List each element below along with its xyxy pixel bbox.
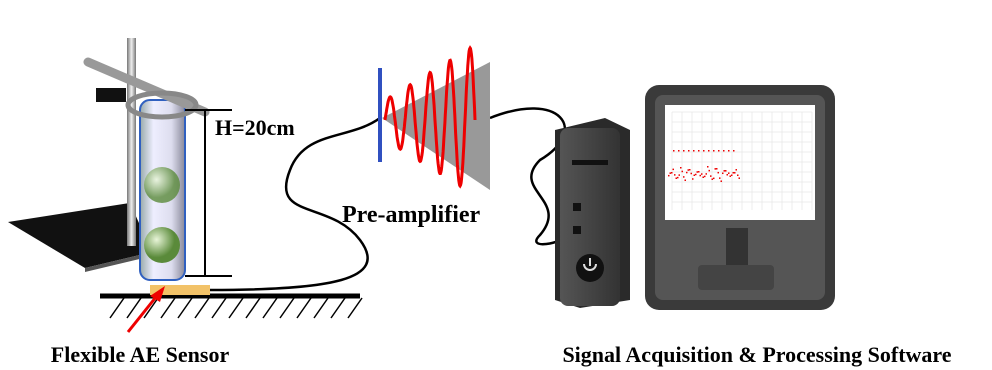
height-label: H=20cm — [215, 115, 295, 140]
screen-dot — [689, 169, 691, 171]
screen-dot — [718, 172, 720, 174]
screen-dot — [708, 150, 710, 152]
screen-dot — [715, 168, 717, 170]
hatch-line — [314, 298, 328, 318]
screen-dot — [733, 172, 735, 174]
screen-dot — [703, 176, 705, 178]
screen-dot — [723, 150, 725, 152]
screen-dot — [697, 171, 699, 173]
screen-dot — [674, 174, 676, 176]
hatch-line — [161, 298, 175, 318]
screen-dot — [722, 173, 724, 175]
ground — [100, 296, 362, 318]
screen-dot — [713, 150, 715, 152]
hatch-line — [229, 298, 243, 318]
screen-dot — [727, 174, 729, 176]
screen-dot — [734, 172, 736, 174]
screen-dot — [728, 172, 730, 174]
screen-dot — [704, 176, 706, 178]
hatch-line — [297, 298, 311, 318]
screen-dot — [679, 174, 681, 176]
screen-dot — [677, 177, 679, 179]
screen-dot — [710, 175, 712, 177]
screen-dot — [673, 150, 675, 152]
hatch-line — [246, 298, 260, 318]
screen-dot — [736, 169, 738, 171]
hatch-line — [110, 298, 124, 318]
screen-dot — [731, 174, 733, 176]
screen-dot — [670, 172, 672, 174]
screen-dot — [678, 150, 680, 152]
screen-dot — [671, 172, 673, 174]
tube — [140, 100, 185, 280]
hatch-line — [331, 298, 345, 318]
diagram: H=20cm Pre-amplifier Flexible AE Sensor … — [0, 0, 992, 370]
screen-dot — [682, 171, 684, 173]
screen-dot — [718, 150, 720, 152]
screen-dot — [701, 173, 703, 175]
screen-dot — [730, 175, 732, 177]
screen-dot — [691, 173, 693, 175]
screen-dot — [692, 178, 694, 180]
screen-dot — [695, 174, 697, 176]
screen-dot — [680, 167, 682, 169]
screen-dot — [725, 170, 727, 172]
screen-dot — [721, 180, 723, 182]
screen-dot — [673, 169, 675, 171]
screen-dot — [698, 150, 700, 152]
screen-dot — [719, 177, 721, 179]
screen-dot — [707, 166, 709, 168]
screen-dot — [739, 177, 741, 179]
hatch-line — [178, 298, 192, 318]
software-label: Signal Acquisition & Processing Software — [562, 342, 951, 367]
clamp-block — [96, 88, 126, 102]
screen-dot — [694, 174, 696, 176]
screen-dot — [685, 179, 687, 181]
screen-dot — [698, 171, 700, 173]
screen-dot — [683, 150, 685, 152]
screen-dot — [712, 178, 714, 180]
hatch-line — [348, 298, 362, 318]
screen-dot — [737, 175, 739, 177]
sensor-label: Flexible AE Sensor — [51, 342, 230, 367]
hatch-line — [280, 298, 294, 318]
screen-dot — [716, 168, 718, 170]
screen-dot — [728, 150, 730, 152]
stand-rod — [127, 38, 136, 246]
hatch-line — [263, 298, 277, 318]
screen-dot — [676, 177, 678, 179]
preamp-label: Pre-amplifier — [342, 202, 481, 228]
hatch-line — [212, 298, 226, 318]
screen-dot — [713, 178, 715, 180]
screen-dot — [733, 150, 735, 152]
hatch-line — [195, 298, 209, 318]
pc-tower — [555, 118, 630, 308]
screen-dot — [706, 173, 708, 175]
screen-dot — [688, 169, 690, 171]
screen-dot — [686, 172, 688, 174]
screen-dot — [709, 170, 711, 172]
screen-dot — [668, 175, 670, 177]
screen-dot — [688, 150, 690, 152]
hatch-line — [127, 298, 141, 318]
screen-dot — [693, 150, 695, 152]
screen-dot — [724, 170, 726, 172]
screen-dot — [703, 150, 705, 152]
monitor — [645, 85, 835, 310]
screen-dot — [683, 176, 685, 178]
screen-dot — [700, 175, 702, 177]
